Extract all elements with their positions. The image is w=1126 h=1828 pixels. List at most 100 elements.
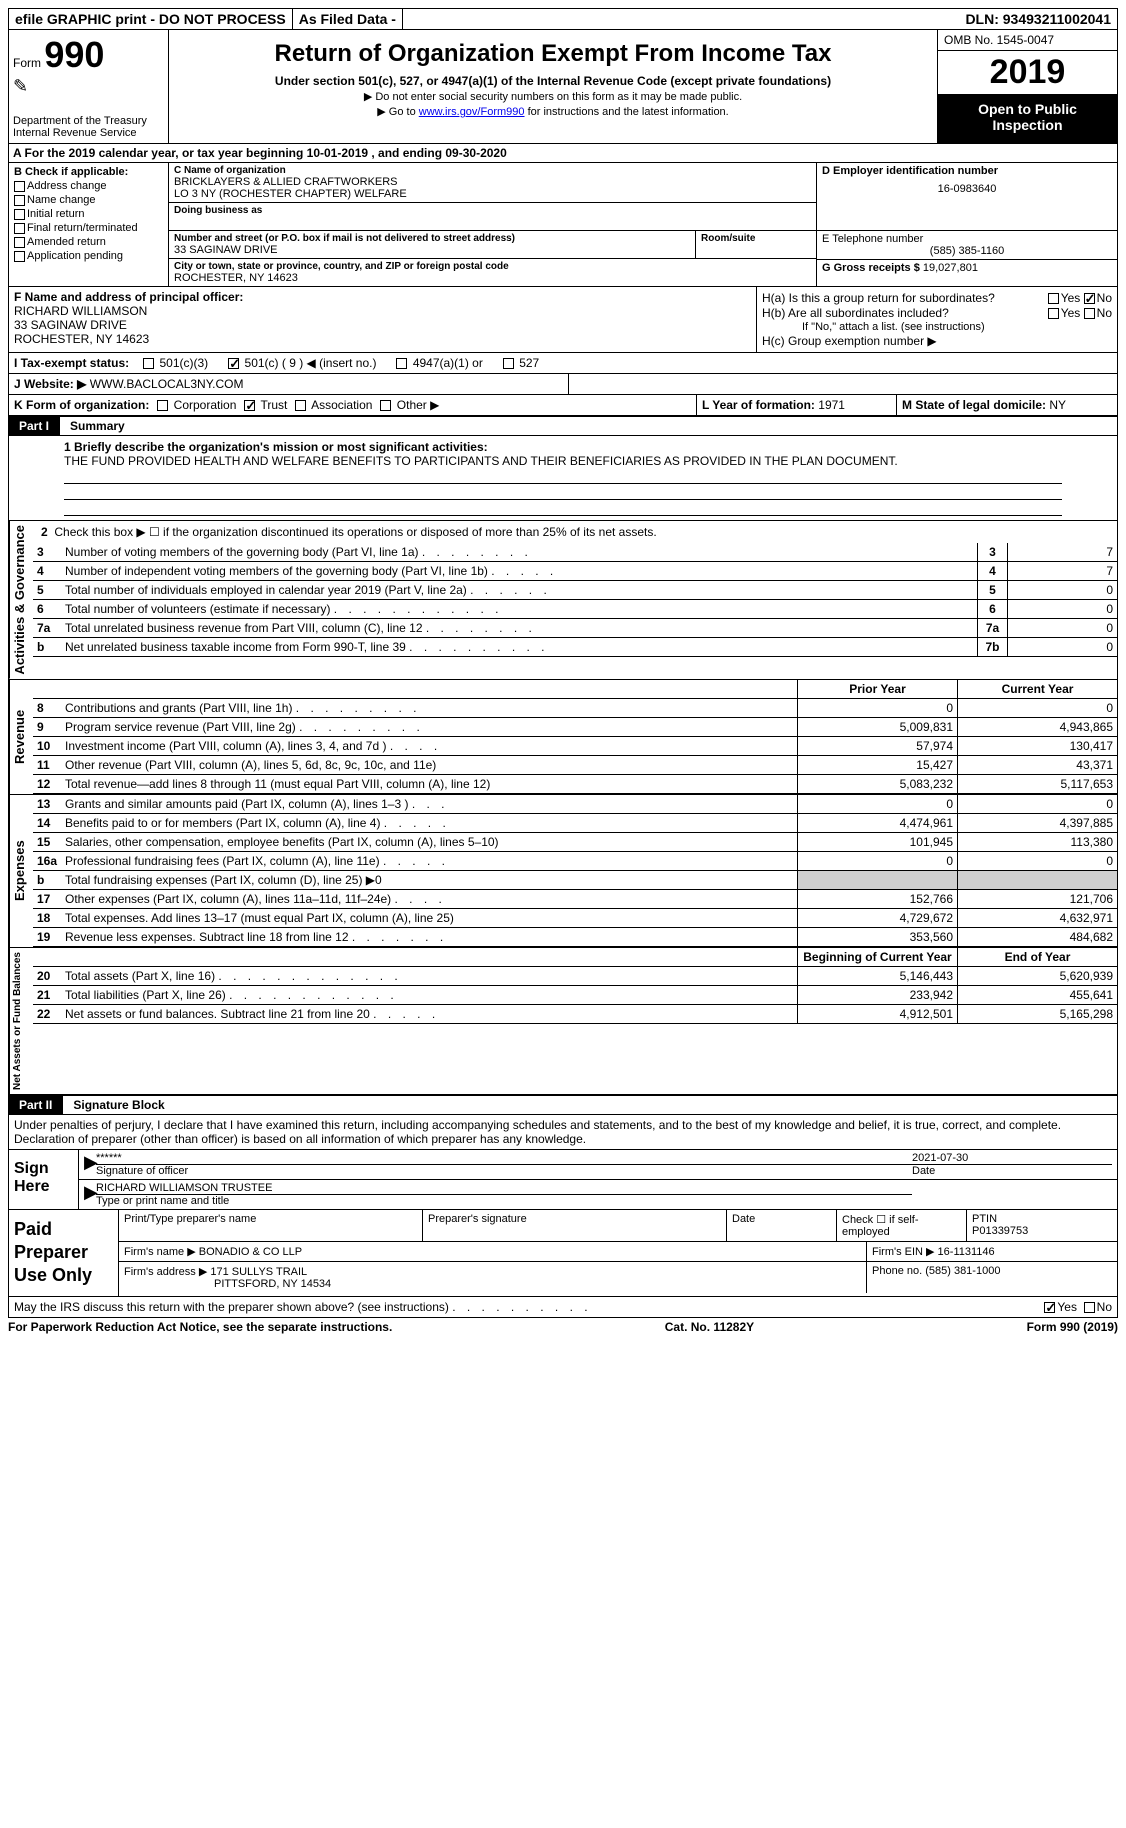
current-header: Current Year bbox=[957, 680, 1117, 698]
firm-ein: Firm's EIN ▶ 16-1131146 bbox=[867, 1242, 1117, 1261]
checkbox-icon[interactable] bbox=[1044, 1302, 1055, 1313]
part-i-title: Summary bbox=[59, 417, 1117, 435]
checkbox-icon[interactable] bbox=[228, 358, 239, 369]
line-row: 8Contributions and grants (Part VIII, li… bbox=[33, 699, 1117, 718]
hb-note: If "No," attach a list. (see instruction… bbox=[762, 321, 1112, 333]
sig-date: 2021-07-30 bbox=[912, 1152, 1112, 1164]
checkbox-icon[interactable] bbox=[503, 358, 514, 369]
prior-header: Prior Year bbox=[797, 680, 957, 698]
checkbox-icon[interactable] bbox=[396, 358, 407, 369]
prep-firm-row: Firm's name ▶ BONADIO & CO LLP Firm's EI… bbox=[119, 1242, 1117, 1262]
row-a: A For the 2019 calendar year, or tax yea… bbox=[8, 143, 1118, 163]
opt-501c3: 501(c)(3) bbox=[160, 356, 209, 370]
h-a: H(a) Is this a group return for subordin… bbox=[762, 291, 1112, 305]
address-cell: Number and street (or P.O. box if mail i… bbox=[169, 231, 817, 259]
gov-side: Activities & Governance bbox=[9, 521, 33, 679]
header-center: Return of Organization Exempt From Incom… bbox=[169, 30, 937, 143]
checkbox-icon[interactable] bbox=[14, 195, 25, 206]
expenses-section: Expenses 13Grants and similar amounts pa… bbox=[9, 794, 1117, 947]
checkbox-icon[interactable] bbox=[1084, 1302, 1095, 1313]
org-name-1: BRICKLAYERS & ALLIED CRAFTWORKERS bbox=[174, 176, 811, 188]
checkbox-icon[interactable] bbox=[1048, 293, 1059, 304]
checkbox-icon[interactable] bbox=[14, 181, 25, 192]
irs-link[interactable]: www.irs.gov/Form990 bbox=[419, 106, 525, 118]
org-name-cell: C Name of organization BRICKLAYERS & ALL… bbox=[169, 163, 817, 203]
year-formation: 1971 bbox=[818, 398, 845, 412]
row-k-l-m: K Form of organization: Corporation Trus… bbox=[8, 395, 1118, 416]
exp-lines: 13Grants and similar amounts paid (Part … bbox=[33, 795, 1117, 947]
firm-addr: Firm's address ▶ 171 SULLYS TRAIL PITTSF… bbox=[119, 1262, 867, 1293]
footer-right: Form 990 (2019) bbox=[1027, 1320, 1118, 1334]
check-amended: Amended return bbox=[14, 236, 163, 248]
subtitle-3: ▶ Go to www.irs.gov/Form990 for instruct… bbox=[179, 105, 927, 118]
sig-line-1: ▶ ****** Signature of officer 2021-07-30… bbox=[79, 1150, 1117, 1180]
discuss-row: May the IRS discuss this return with the… bbox=[8, 1297, 1118, 1318]
subtitle-2: ▶ Do not enter social security numbers o… bbox=[179, 90, 927, 103]
sub3b: for instructions and the latest informat… bbox=[525, 106, 729, 118]
prep-h3: Check ☐ if self-employed bbox=[837, 1210, 967, 1241]
footer-row: For Paperwork Reduction Act Notice, see … bbox=[8, 1318, 1118, 1336]
officer-addr2: ROCHESTER, NY 14623 bbox=[14, 332, 751, 346]
checkbox-icon[interactable] bbox=[14, 251, 25, 262]
checkbox-icon[interactable] bbox=[143, 358, 154, 369]
dba-cell: Doing business as bbox=[169, 203, 817, 231]
checkbox-icon[interactable] bbox=[14, 209, 25, 220]
line-row: bNet unrelated business taxable income f… bbox=[33, 638, 1117, 657]
asfiled-label: As Filed Data - bbox=[293, 9, 403, 29]
checkbox-icon[interactable] bbox=[1084, 293, 1095, 304]
part-i-num: Part I bbox=[9, 417, 59, 435]
e-label: E Telephone number bbox=[822, 233, 1112, 245]
dln-label: DLN: 93493211002041 bbox=[959, 9, 1117, 29]
signature-block: Under penalties of perjury, I declare th… bbox=[8, 1115, 1118, 1297]
street-cell: Number and street (or P.O. box if mail i… bbox=[169, 231, 696, 258]
checkbox-icon[interactable] bbox=[244, 400, 255, 411]
ptin-value: P01339753 bbox=[972, 1225, 1028, 1237]
f-h-block: F Name and address of principal officer:… bbox=[8, 287, 1118, 353]
checkbox-icon[interactable] bbox=[157, 400, 168, 411]
prep-h1: Preparer's signature bbox=[423, 1210, 727, 1241]
section-d-e-g: D Employer identification number 16-0983… bbox=[817, 163, 1117, 286]
sig-stars: ****** bbox=[96, 1152, 912, 1164]
part-ii-num: Part II bbox=[9, 1096, 62, 1114]
line-row: 6Total number of volunteers (estimate if… bbox=[33, 600, 1117, 619]
line-row: 22Net assets or fund balances. Subtract … bbox=[33, 1005, 1117, 1024]
checkbox-icon[interactable] bbox=[1084, 308, 1095, 319]
sub3a: ▶ Go to bbox=[377, 106, 418, 118]
revenue-section: Revenue Prior Year Current Year 8Contrib… bbox=[9, 679, 1117, 794]
section-c: C Name of organization BRICKLAYERS & ALL… bbox=[169, 163, 817, 286]
officer-name-title: RICHARD WILLIAMSON TRUSTEE bbox=[96, 1182, 912, 1194]
footer-left: For Paperwork Reduction Act Notice, see … bbox=[8, 1320, 392, 1334]
b-label: B Check if applicable: bbox=[14, 166, 163, 178]
name-title-label: Type or print name and title bbox=[96, 1194, 912, 1207]
part-ii-header: Part II Signature Block bbox=[8, 1095, 1118, 1115]
line-row: 10Investment income (Part VIII, column (… bbox=[33, 737, 1117, 756]
m-label: M State of legal domicile: bbox=[902, 398, 1046, 412]
i-label: I Tax-exempt status: bbox=[14, 356, 129, 370]
room-label: Room/suite bbox=[701, 233, 811, 244]
arrow-icon: ▶ bbox=[84, 1152, 96, 1177]
sign-right: ▶ ****** Signature of officer 2021-07-30… bbox=[79, 1150, 1117, 1209]
gov-lines: 2 Check this box ▶ ☐ if the organization… bbox=[33, 521, 1117, 679]
city-label: City or town, state or province, country… bbox=[174, 261, 811, 272]
efile-label: efile GRAPHIC print - DO NOT PROCESS bbox=[9, 9, 293, 29]
phone-cell: E Telephone number (585) 385-1160 bbox=[817, 231, 1117, 260]
checkbox-icon[interactable] bbox=[1048, 308, 1059, 319]
ha-label: H(a) Is this a group return for subordin… bbox=[762, 291, 995, 305]
room-cell: Room/suite bbox=[696, 231, 816, 258]
h-b: H(b) Are all subordinates included? Yes … bbox=[762, 306, 1112, 320]
part-ii-title: Signature Block bbox=[62, 1096, 1117, 1114]
opt-assoc: Association bbox=[311, 398, 372, 412]
dept-label: Department of the Treasury Internal Reve… bbox=[13, 115, 164, 139]
checkbox-icon[interactable] bbox=[14, 237, 25, 248]
officer-addr1: 33 SAGINAW DRIVE bbox=[14, 318, 751, 332]
phone-value: (585) 385-1160 bbox=[822, 245, 1112, 257]
ein-value: 16-0983640 bbox=[822, 183, 1112, 195]
firm-phone: Phone no. (585) 381-1000 bbox=[867, 1262, 1117, 1293]
checkbox-icon[interactable] bbox=[14, 223, 25, 234]
checkbox-icon[interactable] bbox=[380, 400, 391, 411]
opt-501c: 501(c) ( 9 ) ◀ (insert no.) bbox=[245, 356, 377, 370]
line-row: 5Total number of individuals employed in… bbox=[33, 581, 1117, 600]
checkbox-icon[interactable] bbox=[295, 400, 306, 411]
website-cell: J Website: ▶ WWW.BACLOCAL3NY.COM bbox=[9, 374, 569, 394]
header-left: Form 990 ✎ Department of the Treasury In… bbox=[9, 30, 169, 143]
